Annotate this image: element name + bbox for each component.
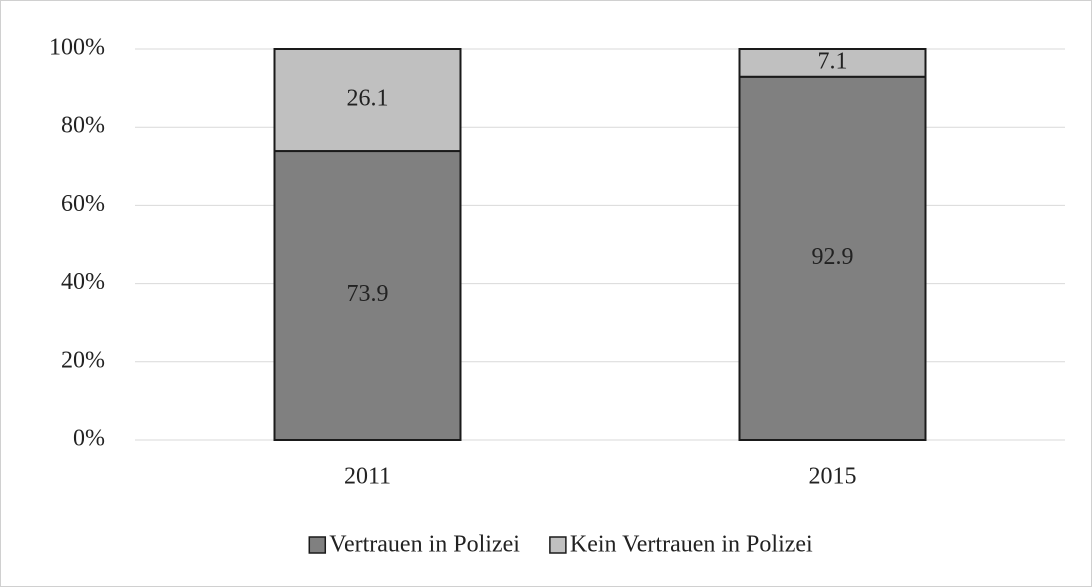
y-tick-label: 60% (61, 191, 105, 217)
legend-swatch (308, 536, 327, 554)
legend-swatch (549, 536, 567, 554)
bar-segment (738, 75, 927, 442)
bar-segment (273, 48, 462, 153)
legend-label: Vertrauen in Polizei (329, 532, 520, 558)
y-tick-label: 0% (73, 426, 105, 452)
bar-segment (738, 48, 927, 78)
data-label: 92.9 (812, 244, 854, 270)
data-label: 7.1 (818, 48, 848, 74)
legend-label: Kein Vertrauen in Polizei (570, 532, 813, 558)
data-label: 73.9 (347, 281, 389, 307)
y-tick-label: 20% (61, 347, 105, 373)
legend: Vertrauen in Polizei Kein Vertrauen in Po… (308, 532, 813, 558)
y-tick-label: 100% (49, 35, 105, 61)
data-label: 26.1 (347, 86, 389, 112)
x-tick-label: 2015 (809, 464, 857, 490)
y-tick-label: 40% (61, 269, 105, 295)
bar-segment (273, 150, 462, 441)
x-tick-label: 2011 (344, 464, 391, 490)
y-tick-label: 80% (61, 113, 105, 139)
